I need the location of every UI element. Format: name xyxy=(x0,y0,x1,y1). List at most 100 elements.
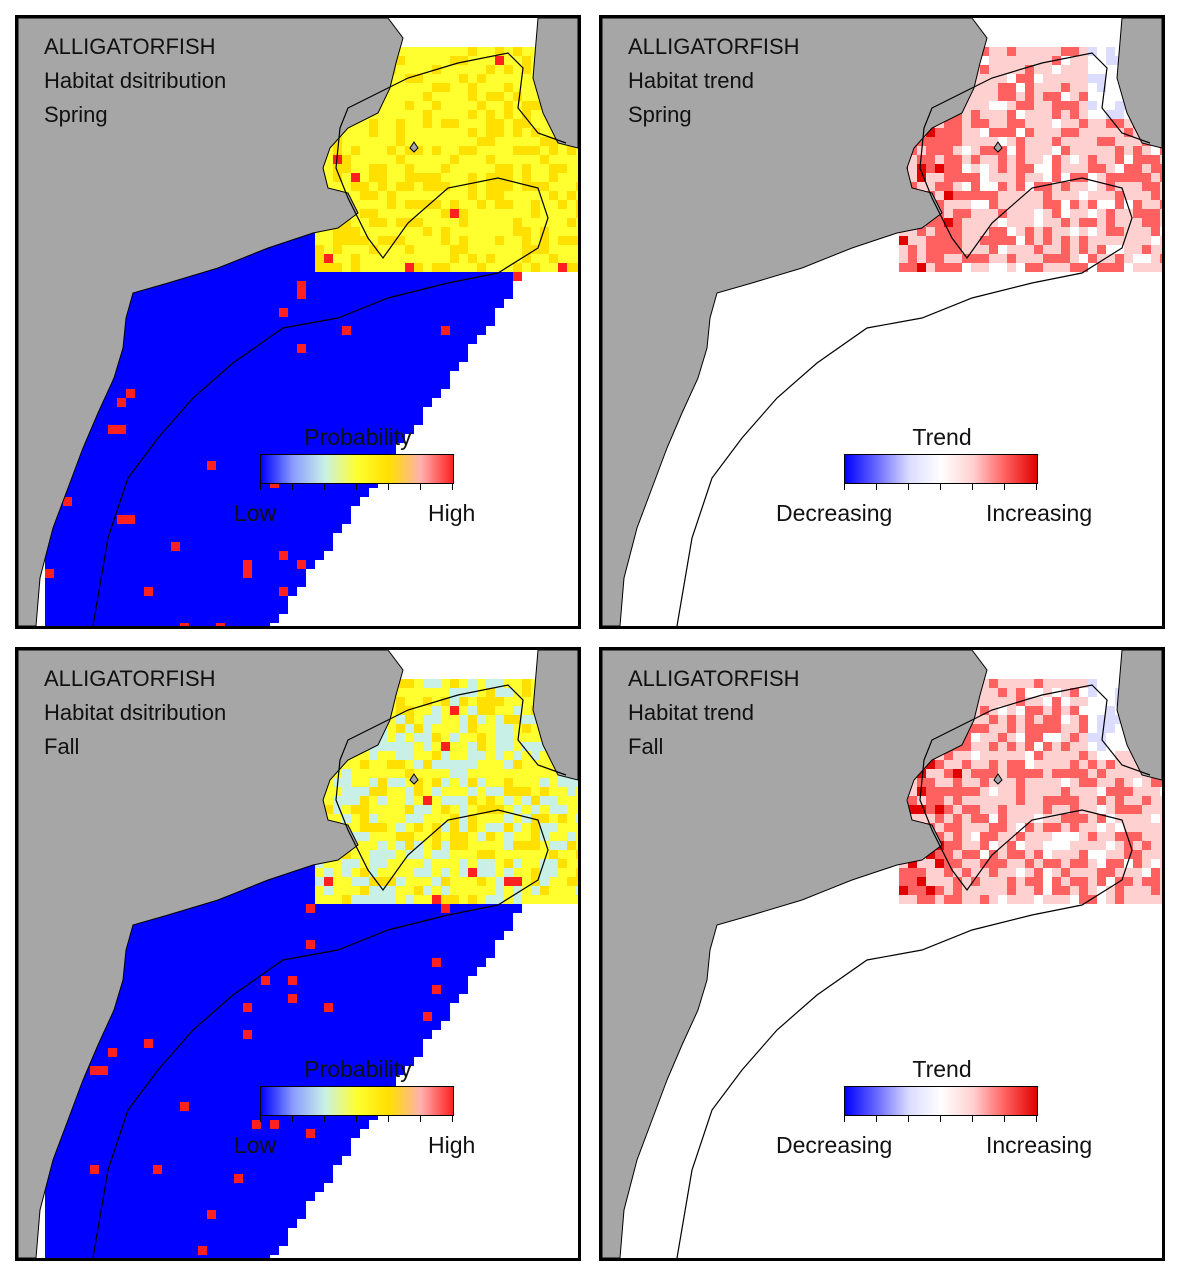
habitat-cell xyxy=(216,1012,225,1021)
habitat-cell xyxy=(180,443,189,452)
habitat-cell xyxy=(297,886,306,895)
habitat-cell xyxy=(549,796,558,805)
habitat-cell xyxy=(387,1030,396,1039)
habitat-cell xyxy=(108,488,117,497)
habitat-cell xyxy=(522,895,531,904)
habitat-cell xyxy=(423,398,432,407)
habitat-cell xyxy=(441,146,450,155)
habitat-cell xyxy=(935,146,944,155)
habitat-cell xyxy=(477,245,486,254)
habitat-cell xyxy=(378,443,387,452)
habitat-cell xyxy=(405,74,414,83)
habitat-cell xyxy=(198,1048,207,1057)
habitat-cell xyxy=(252,913,261,922)
habitat-cell xyxy=(261,1039,270,1048)
habitat-cell xyxy=(252,958,261,967)
habitat-cell xyxy=(576,164,578,173)
habitat-cell xyxy=(450,101,459,110)
habitat-cell xyxy=(1142,263,1151,272)
habitat-cell xyxy=(270,1057,279,1066)
habitat-cell xyxy=(441,688,450,697)
habitat-cell xyxy=(315,299,324,308)
habitat-cell xyxy=(171,1048,180,1057)
habitat-cell xyxy=(261,533,270,542)
habitat-cell xyxy=(189,335,198,344)
habitat-cell xyxy=(108,461,117,470)
habitat-cell xyxy=(198,578,207,587)
habitat-cell xyxy=(450,326,459,335)
habitat-cell xyxy=(135,317,144,326)
habitat-cell xyxy=(522,74,531,83)
habitat-cell xyxy=(360,886,369,895)
habitat-cell xyxy=(1097,74,1106,83)
habitat-cell xyxy=(189,515,198,524)
habitat-cell xyxy=(279,1030,288,1039)
habitat-cell xyxy=(270,299,279,308)
habitat-cell xyxy=(99,425,108,434)
habitat-cell xyxy=(306,434,315,443)
habitat-cell xyxy=(180,1021,189,1030)
habitat-cell xyxy=(387,841,396,850)
habitat-cell xyxy=(81,443,90,452)
habitat-cell xyxy=(567,805,576,814)
habitat-cell xyxy=(459,308,468,317)
habitat-cell xyxy=(495,697,504,706)
habitat-cell xyxy=(423,796,432,805)
habitat-cell xyxy=(513,706,522,715)
habitat-cell xyxy=(144,994,153,1003)
habitat-cell xyxy=(513,218,522,227)
habitat-cell xyxy=(369,443,378,452)
habitat-cell xyxy=(522,868,531,877)
habitat-cell xyxy=(513,733,522,742)
habitat-cell xyxy=(423,326,432,335)
habitat-cell xyxy=(189,299,198,308)
habitat-cell xyxy=(513,796,522,805)
habitat-cell xyxy=(288,254,297,263)
habitat-cell xyxy=(324,308,333,317)
habitat-cell xyxy=(576,805,578,814)
habitat-cell xyxy=(558,155,567,164)
habitat-cell xyxy=(225,353,234,362)
habitat-cell xyxy=(980,65,989,74)
habitat-cell xyxy=(261,1057,270,1066)
habitat-cell xyxy=(432,805,441,814)
habitat-cell xyxy=(495,715,504,724)
habitat-cell xyxy=(252,326,261,335)
habitat-cell xyxy=(126,335,135,344)
habitat-cell xyxy=(351,191,360,200)
habitat-cell xyxy=(432,236,441,245)
habitat-cell xyxy=(144,940,153,949)
habitat-cell xyxy=(558,886,567,895)
habitat-cell xyxy=(297,1030,306,1039)
habitat-cell xyxy=(144,398,153,407)
habitat-cell xyxy=(504,191,513,200)
habitat-cell xyxy=(153,416,162,425)
habitat-cell xyxy=(540,895,549,904)
habitat-cell xyxy=(270,1012,279,1021)
habitat-cell xyxy=(171,281,180,290)
habitat-cell xyxy=(81,569,90,578)
habitat-cell xyxy=(126,1093,135,1102)
habitat-cell xyxy=(324,949,333,958)
habitat-cell xyxy=(216,335,225,344)
habitat-cell xyxy=(99,569,108,578)
habitat-cell xyxy=(540,832,549,841)
habitat-cell xyxy=(468,940,477,949)
habitat-cell xyxy=(908,164,917,173)
habitat-cell xyxy=(189,1084,198,1093)
habitat-cell xyxy=(270,967,279,976)
habitat-cell xyxy=(423,742,432,751)
habitat-cell xyxy=(1034,56,1043,65)
habitat-cell xyxy=(180,506,189,515)
habitat-cell xyxy=(180,380,189,389)
habitat-cell xyxy=(522,796,531,805)
habitat-cell xyxy=(1079,92,1088,101)
habitat-cell xyxy=(180,605,189,614)
habitat-cell xyxy=(396,733,405,742)
habitat-cell xyxy=(944,245,953,254)
habitat-cell xyxy=(567,227,576,236)
habitat-cell xyxy=(450,227,459,236)
habitat-cell xyxy=(351,1048,360,1057)
habitat-cell xyxy=(495,281,504,290)
habitat-cell xyxy=(306,877,315,886)
